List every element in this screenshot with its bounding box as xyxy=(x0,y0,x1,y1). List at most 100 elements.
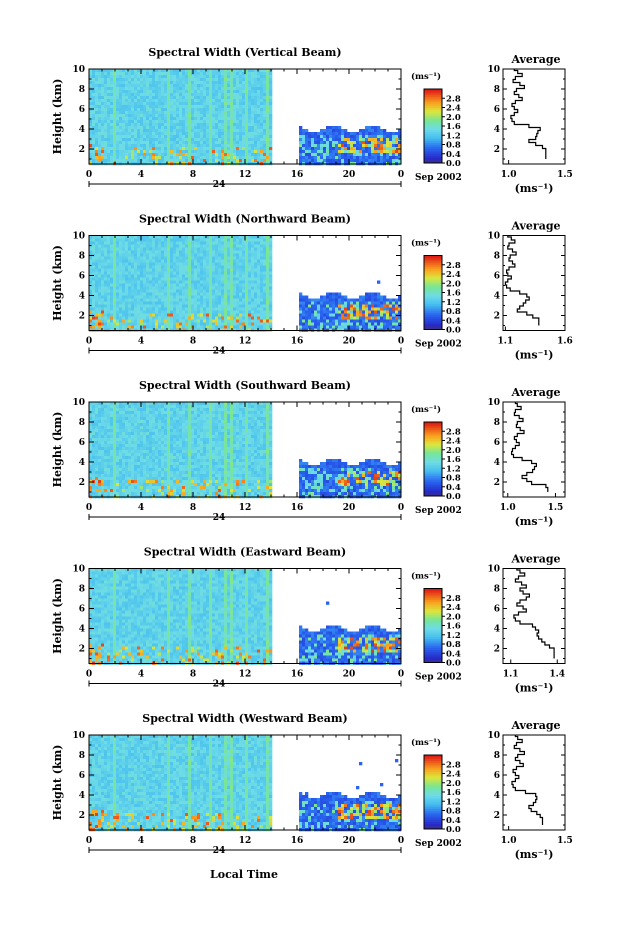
average-y-tick-label: 10 xyxy=(487,731,500,741)
colorbar-tick-label: 1.2 xyxy=(446,131,461,141)
x-tick-label: 20 xyxy=(343,503,356,513)
average-line xyxy=(513,568,555,659)
average-y-tick-label: 6 xyxy=(494,105,500,115)
x-tick-label: 0 xyxy=(398,836,404,846)
x-tick-label: 8 xyxy=(190,503,196,513)
average-x-tick-label: 1.6 xyxy=(557,337,573,347)
colorbar: (ms⁻¹) 0.00.40.81.21.62.02.42.8 xyxy=(411,404,461,502)
colorbar-tick-label: 0.0 xyxy=(446,825,461,835)
x-tick-label: 8 xyxy=(190,836,196,846)
average-frame xyxy=(502,68,566,165)
colorbar-tick-label: 2.8 xyxy=(446,94,461,104)
panel-title: Spectral Width (Westward Beam) xyxy=(142,712,347,725)
y-tick-label: 6 xyxy=(79,272,85,282)
x-tick-label: 16 xyxy=(291,337,304,347)
y-tick-label: 2 xyxy=(79,811,85,821)
y-axis: 2 4 6 8 10 Height (km) xyxy=(51,565,401,659)
average-y-tick-label: 10 xyxy=(487,398,500,408)
heatmap-cells xyxy=(89,69,402,166)
x-tick-label: 12 xyxy=(239,836,252,846)
x-tick-label: 20 xyxy=(343,836,356,846)
colorbar-tick-label: 2.0 xyxy=(446,113,461,123)
date-label: Sep 2002 xyxy=(415,839,462,849)
y-tick-label: 10 xyxy=(72,398,85,408)
day-label: 24 xyxy=(213,180,226,190)
date-label: Sep 2002 xyxy=(415,506,462,516)
y-axis-label: Height (km) xyxy=(51,412,64,488)
average-y-tick-label: 10 xyxy=(487,232,500,242)
average-title: Average xyxy=(510,386,560,399)
average-y-tick-label: 2 xyxy=(494,312,500,322)
x-tick-label: 0 xyxy=(86,337,92,347)
average-y-tick-label: 10 xyxy=(487,565,500,575)
y-tick-label: 6 xyxy=(79,438,85,448)
average-y-tick-label: 2 xyxy=(494,811,500,821)
colorbar-tick-label: 2.4 xyxy=(446,770,461,780)
average-y-tick-label: 8 xyxy=(494,418,500,428)
average-frame xyxy=(502,235,566,331)
colorbar-unit: (ms⁻¹) xyxy=(411,571,441,582)
colorbar-tick-label: 0.8 xyxy=(446,141,461,151)
average-frame xyxy=(502,568,566,664)
x-tick-label: 8 xyxy=(190,337,196,347)
x-tick-label: 12 xyxy=(239,670,252,680)
colorbar-tick-label: 0.4 xyxy=(446,483,461,493)
x-axis-label: Local Time xyxy=(210,868,278,881)
average-line xyxy=(510,69,547,159)
average-profile: Average 2 4 6 8 10 1.0 1.5 (ms⁻¹) xyxy=(487,386,566,528)
y-tick-label: 10 xyxy=(72,232,85,242)
y-axis: 2 4 6 8 10 Height (km) xyxy=(51,232,401,326)
colorbar-tick-label: 2.4 xyxy=(446,437,461,447)
average-unit: (ms⁻¹) xyxy=(515,515,554,528)
y-tick-label: 2 xyxy=(79,312,85,322)
colorbar-tick-label: 2.0 xyxy=(446,446,461,456)
average-y-tick-label: 8 xyxy=(494,85,500,95)
x-axis: 0 4 8 12 16 20 0 24 Sep 2002 xyxy=(86,402,462,523)
x-tick-label: 4 xyxy=(138,836,144,846)
colorbar: (ms⁻¹) 0.00.40.81.21.62.02.42.8 xyxy=(411,238,461,336)
day-label: 24 xyxy=(213,680,226,690)
colorbar-tick-label: 1.6 xyxy=(446,455,461,465)
colorbar-tick-label: 0.0 xyxy=(446,159,461,169)
average-y-tick-label: 6 xyxy=(494,605,500,615)
colorbar-tick-label: 1.6 xyxy=(446,122,461,132)
y-tick-label: 8 xyxy=(79,585,85,595)
heatmap-cells xyxy=(89,568,402,665)
panel-2: Spectral Width (Northward Beam)0 4 8 12 16 20… xyxy=(51,213,573,362)
x-tick-label: 12 xyxy=(239,337,252,347)
x-axis: 0 4 8 12 16 20 0 24 Sep 2002 xyxy=(86,69,462,190)
x-tick-label: 0 xyxy=(398,337,404,347)
y-tick-label: 4 xyxy=(79,625,85,635)
colorbar-tick-label: 2.4 xyxy=(446,603,461,613)
colorbar-unit: (ms⁻¹) xyxy=(411,71,441,82)
average-y-tick-label: 2 xyxy=(494,645,500,655)
average-y-tick-label: 6 xyxy=(494,771,500,781)
colorbar-tick-label: 1.6 xyxy=(446,788,461,798)
average-profile: Average 2 4 6 8 10 1.1 1.6(ms⁻¹) xyxy=(487,220,572,362)
heatmap-cells xyxy=(89,235,402,332)
x-tick-label: 4 xyxy=(138,170,144,180)
average-x-tick-label: 1.5 xyxy=(548,503,564,513)
x-axis: 0 4 8 12 16 20 0 24 Sep 2002 xyxy=(86,735,462,856)
colorbar-tick-label: 0.0 xyxy=(446,492,461,502)
average-frame xyxy=(502,401,566,498)
y-tick-label: 8 xyxy=(79,252,85,262)
x-tick-label: 4 xyxy=(138,503,144,513)
y-tick-label: 2 xyxy=(79,145,85,155)
average-y-tick-label: 8 xyxy=(494,751,500,761)
x-tick-label: 0 xyxy=(398,503,404,513)
colorbar-tick-label: 2.4 xyxy=(446,104,461,114)
average-x-tick-label: 1.4 xyxy=(549,670,565,680)
colorbar-tick-label: 1.2 xyxy=(446,797,461,807)
average-y-tick-label: 8 xyxy=(494,585,500,595)
average-unit: (ms⁻¹) xyxy=(515,182,554,195)
y-tick-label: 6 xyxy=(79,105,85,115)
y-tick-label: 8 xyxy=(79,418,85,428)
panel-5: Spectral Width (Westward Beam)0 4 8 12 16 20 0… xyxy=(51,712,573,861)
average-profile: Average 2 4 6 8 10 1.1 1.4 (ms⁻¹) xyxy=(487,553,566,695)
colorbar-tick-label: 0.8 xyxy=(446,640,461,650)
colorbar-tick-label: 0.0 xyxy=(446,659,461,669)
y-tick-label: 4 xyxy=(79,292,85,302)
colorbar-tick-label: 2.8 xyxy=(446,594,461,604)
average-x-tick-label: 1.0 xyxy=(501,836,517,846)
